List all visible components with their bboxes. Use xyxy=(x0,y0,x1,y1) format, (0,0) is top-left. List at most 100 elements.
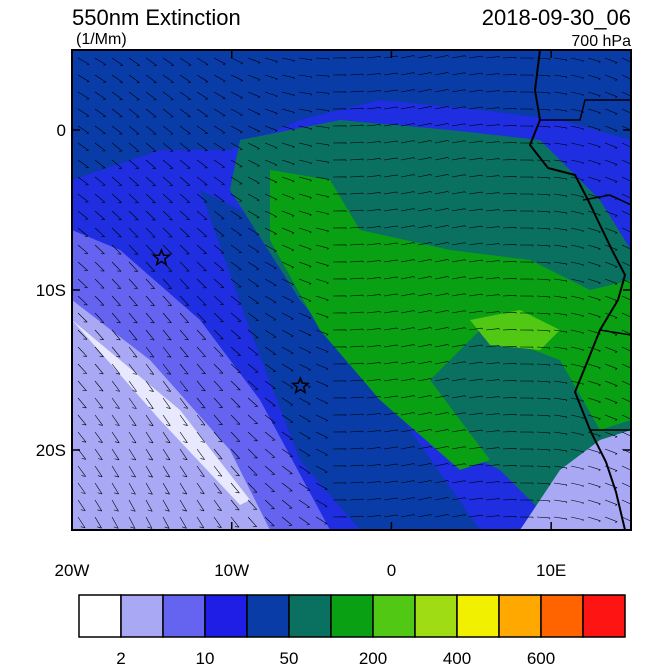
wind-barb xyxy=(468,293,483,297)
wind-barb xyxy=(570,482,584,488)
wind-barb xyxy=(247,499,258,510)
wind-barb xyxy=(315,193,329,198)
wind-barb xyxy=(366,107,381,110)
wind-barb xyxy=(264,380,276,390)
wind-barb xyxy=(519,210,534,213)
field xyxy=(72,50,631,530)
wind-barb xyxy=(366,311,381,314)
wind-barb xyxy=(128,482,136,495)
wind-barb xyxy=(111,261,122,272)
wind-barb xyxy=(451,480,466,484)
wind-barb xyxy=(587,57,601,64)
wind-barb xyxy=(417,276,432,280)
wind-barb xyxy=(128,448,137,461)
wind-barb xyxy=(111,516,119,529)
wind-barb xyxy=(94,193,106,203)
wind-barb xyxy=(111,414,120,426)
wind-barb xyxy=(604,397,618,404)
wind-barb xyxy=(587,244,601,251)
wind-barb xyxy=(332,465,347,468)
wind-barb xyxy=(281,193,295,200)
wind-barb xyxy=(553,261,568,266)
wind-barb xyxy=(230,261,242,271)
wind-barb xyxy=(332,448,347,451)
wind-barb xyxy=(111,57,123,66)
wind-barb xyxy=(519,57,534,60)
wind-barb xyxy=(553,431,568,436)
wind-barb xyxy=(400,378,415,382)
colorbar-box xyxy=(498,594,542,638)
wind-barb xyxy=(94,261,105,272)
wind-barb xyxy=(128,261,139,272)
wind-barb xyxy=(468,140,483,144)
wind-barb xyxy=(230,295,242,305)
wind-barb xyxy=(281,142,295,149)
wind-barb xyxy=(621,380,631,386)
wind-barb xyxy=(77,329,88,340)
wind-barb xyxy=(604,363,618,370)
wind-barb xyxy=(383,55,398,59)
wind-barb xyxy=(434,259,449,263)
wind-barb xyxy=(451,157,466,161)
wind-barb xyxy=(502,447,517,450)
wind-barb xyxy=(519,227,534,230)
wind-barb xyxy=(77,278,88,289)
wind-barb xyxy=(451,208,466,212)
wind-barb xyxy=(111,74,123,83)
wind-barb xyxy=(162,482,170,495)
wind-barb xyxy=(587,482,601,489)
wind-barb xyxy=(468,55,483,59)
wind-barb xyxy=(434,72,449,76)
wind-barb xyxy=(502,73,517,76)
wind-barb xyxy=(145,380,154,392)
wind-barb xyxy=(162,193,173,204)
wind-barb xyxy=(383,378,398,382)
colorbar: 2 10 50 200 400 600 xyxy=(78,594,626,668)
wind-barb xyxy=(213,108,226,117)
wind-barb xyxy=(145,431,154,444)
wind-barb xyxy=(570,363,584,369)
wind-barb xyxy=(587,346,601,353)
colorbar-label: 2 xyxy=(116,649,125,667)
wind-barb xyxy=(230,159,243,168)
wind-barb xyxy=(536,125,551,129)
wind-barb xyxy=(587,142,601,149)
wind-barb xyxy=(621,329,631,335)
wind-barb xyxy=(179,142,191,152)
wind-barb xyxy=(281,91,295,97)
wind-barb xyxy=(179,397,189,409)
wind-barb xyxy=(264,125,278,132)
wind-barb xyxy=(519,125,534,128)
wind-barb xyxy=(400,497,415,501)
wind-barb xyxy=(621,176,631,182)
wind-barb xyxy=(621,465,631,471)
wind-barb xyxy=(485,260,500,263)
wind-barb xyxy=(230,193,243,202)
wind-barb xyxy=(111,210,122,221)
wind-barb xyxy=(247,278,259,287)
wind-barb xyxy=(587,108,601,115)
wind-barb xyxy=(77,312,88,323)
wind-barb xyxy=(196,261,207,272)
wind-barb xyxy=(417,480,432,484)
wind-barb xyxy=(383,463,398,467)
wind-barb xyxy=(519,91,534,94)
wind-barb xyxy=(536,295,551,299)
wind-barb xyxy=(94,448,103,460)
wind-barb xyxy=(349,481,364,484)
wind-barb xyxy=(451,106,466,110)
wind-barb xyxy=(400,208,415,212)
wind-barb xyxy=(621,397,631,403)
wind-barb xyxy=(332,278,347,281)
wind-barb xyxy=(587,74,601,81)
wind-barb xyxy=(451,140,466,144)
wind-barb xyxy=(468,191,483,195)
wind-barb xyxy=(196,482,205,495)
wind-barb xyxy=(451,259,466,263)
wind-barb xyxy=(417,123,432,127)
wind-barb xyxy=(570,159,584,165)
wind-barb xyxy=(468,72,483,76)
wind-barb xyxy=(485,294,500,297)
wind-barb xyxy=(230,346,241,356)
wind-barb xyxy=(298,193,312,199)
